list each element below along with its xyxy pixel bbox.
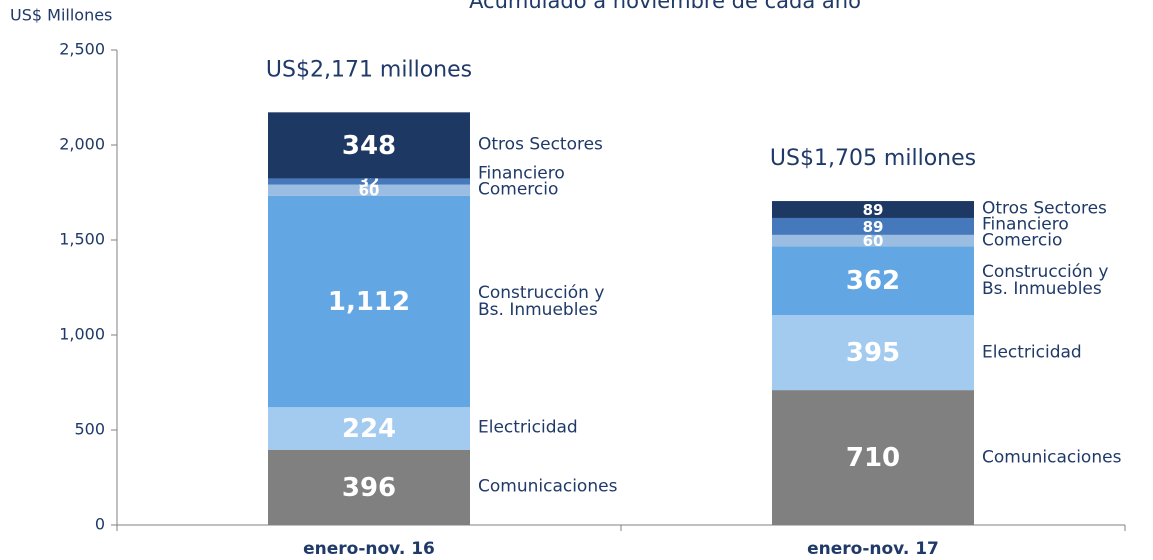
y-tick-label: 2,500: [59, 40, 105, 59]
legend-label: Comunicaciones: [478, 476, 618, 497]
legend-label: Construcción y Bs. Inmuebles: [478, 282, 605, 320]
legend-label: Financiero: [478, 163, 565, 184]
legend-label: Comercio: [478, 179, 559, 200]
value-label: 89: [863, 201, 884, 219]
bar-segment: [268, 449, 470, 525]
y-axis-label: US$ Millones: [10, 6, 112, 25]
bar-segment: [772, 246, 974, 316]
bar-segment: [772, 315, 974, 391]
y-tick-label: 1,000: [59, 325, 105, 344]
legend-label: Otros Sectores: [982, 198, 1107, 219]
value-label: 710: [846, 443, 900, 473]
y-tick-label: 1,500: [59, 230, 105, 249]
legend-label: Construcción y Bs. Inmuebles: [982, 261, 1109, 299]
value-label: 395: [846, 338, 900, 368]
bar-segment: [268, 184, 470, 196]
legend-label: Electricidad: [478, 417, 578, 438]
chart-title: Acumulado a noviembre de cada año: [469, 0, 861, 13]
value-label: 60: [863, 232, 884, 250]
value-label: 1,112: [328, 287, 410, 317]
y-tick-label: 0: [95, 515, 105, 534]
value-label: 60: [359, 182, 380, 200]
legend-label: Comercio: [982, 230, 1063, 251]
x-tick-label: enero-nov. 17: [807, 539, 939, 559]
legend-label: Electricidad: [982, 342, 1082, 363]
bar-segment: [268, 112, 470, 179]
bar-segment: [268, 407, 470, 450]
bar-segment: [268, 178, 470, 185]
total-annotation: US$2,171 millones: [266, 57, 472, 82]
total-annotation: US$1,705 millones: [770, 146, 976, 171]
legend-label: Otros Sectores: [478, 134, 603, 155]
x-tick-label: enero-nov. 16: [303, 539, 435, 559]
y-tick-label: 500: [74, 420, 105, 439]
value-label: 396: [342, 473, 396, 503]
legend-label: Financiero: [982, 214, 1069, 235]
value-label: 362: [846, 266, 900, 296]
bar-segment: [772, 201, 974, 218]
bar-segment: [772, 234, 974, 247]
value-label: 224: [342, 414, 396, 444]
bar-segment: [772, 217, 974, 235]
legend-label: Comunicaciones: [982, 447, 1122, 468]
bar-segment: [772, 390, 974, 525]
value-label: 348: [342, 131, 396, 161]
bar-segment: [268, 195, 470, 408]
value-label: 89: [863, 218, 884, 236]
y-tick-label: 2,000: [59, 135, 105, 154]
